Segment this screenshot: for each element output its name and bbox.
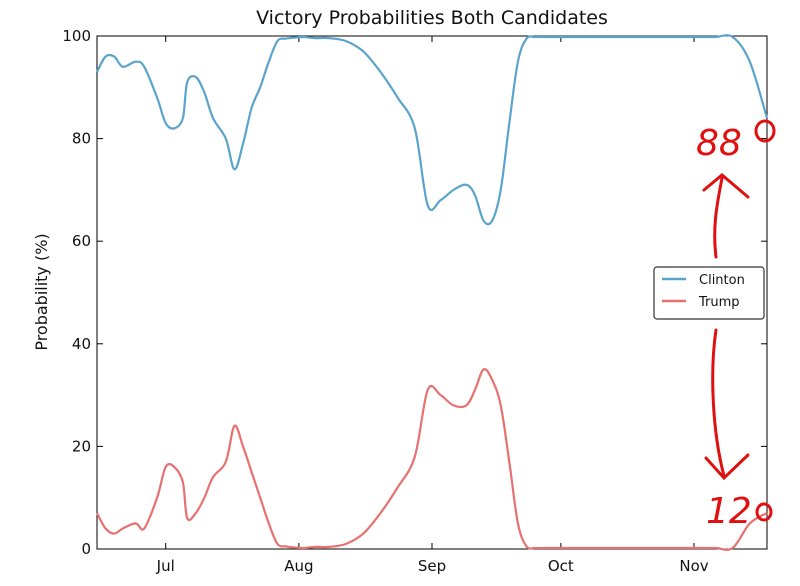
x-tick-label: Sep [418, 557, 446, 575]
legend: Clinton Trump [653, 266, 765, 320]
handwritten-annotations: 88 12 [696, 119, 776, 532]
annotation-circle-top [754, 119, 776, 143]
annotation-arrow-down [704, 328, 750, 481]
y-axis-label: Probability (%) [32, 233, 51, 350]
annotation-12: 12 [706, 491, 752, 532]
x-tick-label: Oct [548, 557, 574, 575]
annotation-88: 88 [696, 123, 742, 164]
plot-area: 0 20 40 60 80 100 Jul Aug Sep Oct Nov [62, 27, 769, 575]
y-tick-label: 40 [72, 335, 91, 353]
y-tick-label: 20 [72, 437, 91, 455]
x-tick-label: Nov [679, 557, 708, 575]
x-tick-label: Jul [156, 557, 175, 575]
series-line-trump [96, 368, 768, 551]
annotation-arrow-up [702, 173, 750, 259]
y-tick-label: 100 [62, 27, 91, 45]
y-tick-label: 0 [81, 540, 91, 558]
legend-trump-label: Trump [698, 295, 740, 310]
annotation-circle-bottom [755, 502, 773, 522]
series-line-clinton [96, 34, 769, 226]
x-tick-label: Aug [284, 557, 313, 575]
y-tick-label: 60 [72, 232, 91, 250]
y-tick-label: 80 [72, 130, 91, 148]
chart-title: Victory Probabilities Both Candidates [256, 7, 608, 29]
legend-clinton-label: Clinton [699, 273, 745, 288]
